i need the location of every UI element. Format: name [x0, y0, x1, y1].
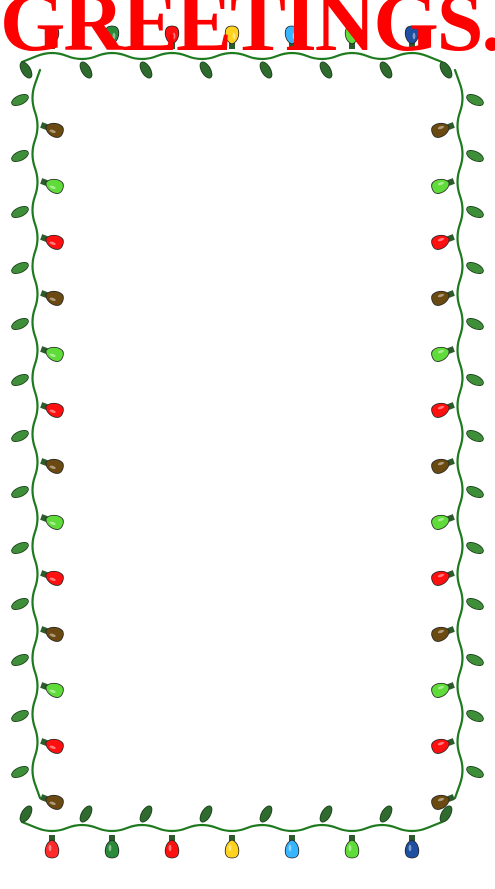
- bulb: [40, 794, 64, 810]
- leaf: [466, 150, 484, 162]
- bulb: [40, 514, 64, 530]
- leaf: [79, 61, 93, 79]
- light-wire-segment: [31, 68, 42, 800]
- leaf: [466, 262, 484, 274]
- leaf: [139, 805, 153, 823]
- bulb: [431, 626, 455, 642]
- leaf: [466, 766, 484, 778]
- bulb: [40, 122, 64, 138]
- bulb: [40, 458, 64, 474]
- bulb: [104, 25, 120, 49]
- light-wire-segment: [20, 820, 444, 833]
- leaf: [11, 542, 29, 554]
- leaf: [259, 805, 273, 823]
- leaf: [19, 805, 33, 823]
- bulb-group: [40, 25, 455, 859]
- leaf: [379, 61, 393, 79]
- bulb: [104, 835, 120, 859]
- bulb: [44, 835, 60, 859]
- leaf: [259, 61, 273, 79]
- leaf: [11, 206, 29, 218]
- leaf: [466, 598, 484, 610]
- leaf: [11, 430, 29, 442]
- leaf: [466, 374, 484, 386]
- bulb: [431, 234, 455, 250]
- bulb: [431, 346, 455, 362]
- bulb: [431, 290, 455, 306]
- leaf: [11, 94, 29, 106]
- bulb: [431, 402, 455, 418]
- bulb: [431, 682, 455, 698]
- bulb: [284, 25, 300, 49]
- bulb: [344, 25, 360, 49]
- bulb: [40, 626, 64, 642]
- leaf: [319, 805, 333, 823]
- bulb: [431, 570, 455, 586]
- leaf: [466, 94, 484, 106]
- bulb: [284, 835, 300, 859]
- leaf: [79, 805, 93, 823]
- leaf: [439, 805, 453, 823]
- bulb: [431, 122, 455, 138]
- leaf: [439, 61, 453, 79]
- bulb: [44, 25, 60, 49]
- leaf: [11, 486, 29, 498]
- bulb: [431, 738, 455, 754]
- bulb: [431, 514, 455, 530]
- bulb: [40, 346, 64, 362]
- bulb: [224, 835, 240, 859]
- bulb: [224, 25, 240, 49]
- leaf: [466, 654, 484, 666]
- bulb: [40, 682, 64, 698]
- greeting-title: GREETINGS.: [0, 0, 495, 69]
- leaf: [199, 805, 213, 823]
- leaf: [199, 61, 213, 79]
- light-wire-segment: [20, 51, 444, 64]
- bulb: [431, 178, 455, 194]
- leaf: [11, 710, 29, 722]
- bulb: [404, 835, 420, 859]
- leaf: [11, 654, 29, 666]
- leaf: [466, 542, 484, 554]
- leaf: [139, 61, 153, 79]
- leaf: [11, 318, 29, 330]
- leaf: [11, 374, 29, 386]
- leaf: [11, 598, 29, 610]
- leaf: [466, 486, 484, 498]
- bulb: [40, 402, 64, 418]
- light-wire-segment: [453, 68, 464, 800]
- bulb: [40, 738, 64, 754]
- leaf: [466, 206, 484, 218]
- bulb: [164, 835, 180, 859]
- light-wire: [20, 51, 464, 833]
- leaf: [19, 61, 33, 79]
- leaf: [466, 710, 484, 722]
- leaf: [466, 318, 484, 330]
- bulb: [164, 25, 180, 49]
- bulb: [40, 178, 64, 194]
- bulb: [404, 25, 420, 49]
- leaf: [11, 150, 29, 162]
- bulb: [40, 290, 64, 306]
- bulb: [40, 570, 64, 586]
- leaf: [379, 805, 393, 823]
- leaf: [466, 430, 484, 442]
- bulb: [431, 458, 455, 474]
- leaf-group: [11, 61, 484, 823]
- leaf: [11, 262, 29, 274]
- bulb: [344, 835, 360, 859]
- bulb: [40, 234, 64, 250]
- leaf: [319, 61, 333, 79]
- bulb: [431, 794, 455, 810]
- leaf: [11, 766, 29, 778]
